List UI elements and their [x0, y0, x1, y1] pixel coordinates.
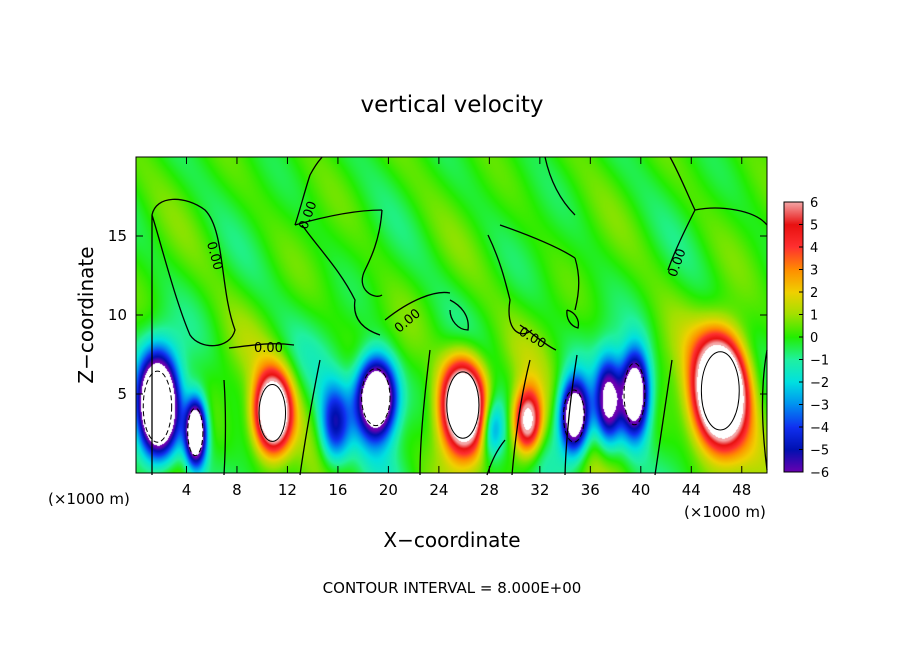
- x-tick-label: 28: [480, 481, 499, 499]
- contour-loop: [563, 389, 585, 443]
- colorbar-label: −6: [810, 466, 829, 481]
- x-tick-label: 8: [232, 481, 242, 499]
- y-axis-ticks: 5 10 15: [108, 227, 767, 403]
- contour-loop: [187, 407, 204, 457]
- colorbar-segment: [784, 314, 803, 338]
- colorbar-segment: [784, 224, 803, 248]
- colorbar-segment: [784, 427, 803, 450]
- colorbar-segment: [784, 247, 803, 270]
- x-unit-left: (×1000 m): [48, 490, 130, 508]
- contour-loop: [700, 351, 740, 431]
- contour-loop: [446, 371, 480, 439]
- contour-interval-lines: [142, 351, 740, 457]
- x-tick-label: 40: [631, 481, 650, 499]
- contour-interval-footer: CONTOUR INTERVAL = 8.000E+00: [323, 579, 582, 597]
- x-axis-label: X−coordinate: [383, 528, 520, 552]
- x-tick-label: 4: [182, 481, 192, 499]
- contour-label: 0.00: [203, 240, 225, 272]
- contour-loop: [623, 362, 646, 426]
- colorbar-label: −4: [810, 421, 829, 436]
- x-axis-ticks: 4 8 12 16 20 24 28 32 36 40 44 48: [182, 157, 751, 499]
- colorbar-segment: [784, 449, 803, 473]
- colorbar-label: 3: [810, 264, 818, 279]
- x-unit-right: (×1000 m): [684, 503, 766, 521]
- colorbar-label: −1: [810, 354, 829, 369]
- chart-title: vertical velocity: [361, 92, 544, 118]
- x-tick-label: 20: [379, 481, 398, 499]
- colorbar-label: 0: [810, 331, 818, 346]
- colorbar-segment: [784, 404, 803, 428]
- colorbar-label: 5: [810, 219, 818, 234]
- x-tick-label: 44: [682, 481, 701, 499]
- contour-loop: [361, 368, 391, 427]
- plot-area: 0.00 0.00 0.00 0.00 0.00 0.00: [135, 156, 768, 476]
- colorbar-segment: [784, 359, 803, 383]
- colorbar-segment: [784, 382, 803, 405]
- colorbar-label: −3: [810, 399, 829, 414]
- colorbar-label: 6: [810, 196, 818, 211]
- contour-label: 0.00: [254, 341, 283, 356]
- y-tick-label: 5: [117, 385, 127, 403]
- colorbar-segment: [784, 337, 803, 360]
- zero-contour-lines: [151, 156, 768, 476]
- colorbar-segment: [784, 202, 803, 225]
- colorbar-label: 2: [810, 286, 818, 301]
- y-axis-label: Z−coordinate: [74, 246, 98, 383]
- colorbar-label: −2: [810, 376, 829, 391]
- colorbar-label: −5: [810, 444, 829, 459]
- x-tick-label: 16: [328, 481, 347, 499]
- colorbar-label: 1: [810, 309, 818, 324]
- contour-loop: [142, 370, 173, 443]
- contour-loop: [258, 384, 287, 442]
- x-tick-label: 32: [530, 481, 549, 499]
- colorbar-segment: [784, 292, 803, 315]
- x-tick-label: 48: [732, 481, 751, 499]
- colorbar-label: 4: [810, 241, 818, 256]
- heatmap-image: [136, 157, 767, 473]
- x-tick-label: 24: [429, 481, 448, 499]
- colorbar-segment: [784, 269, 803, 293]
- y-tick-label: 10: [108, 306, 127, 324]
- x-tick-label: 12: [278, 481, 297, 499]
- x-tick-label: 36: [581, 481, 600, 499]
- colorbar: 6 5 4 3 2 1 0 −1 −2 −3 −4 −5 −6: [783, 196, 829, 481]
- y-tick-label: 15: [108, 227, 127, 245]
